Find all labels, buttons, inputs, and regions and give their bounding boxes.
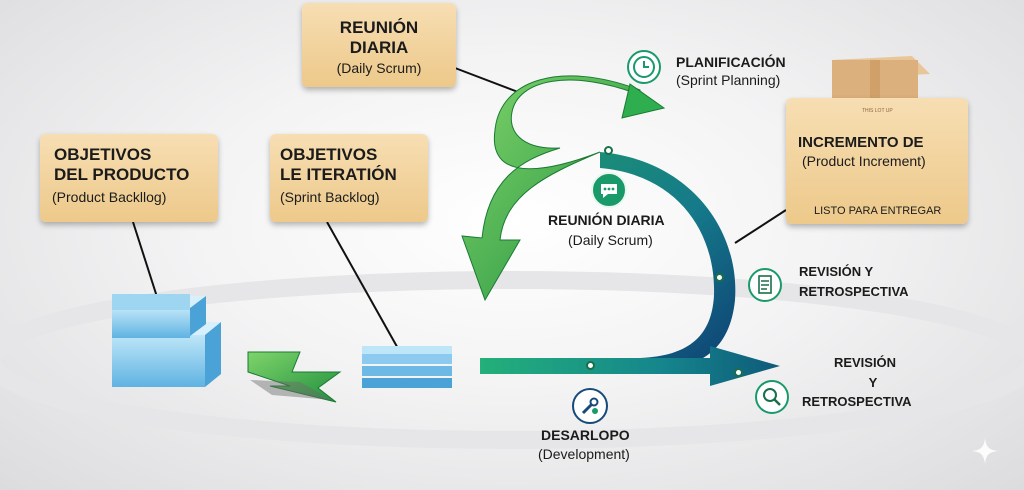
checklist-icon: [748, 268, 782, 302]
connector-product-backlog: [132, 221, 159, 301]
magnifier-icon: [755, 380, 789, 414]
product-backlog-blocks: [112, 294, 221, 387]
review-right-line2: RETROSPECTIVA: [799, 284, 909, 299]
wrench-gear-icon: [572, 388, 608, 424]
development-sub: (Development): [538, 446, 630, 462]
daily-scrum-card-title1: REUNIÓN: [339, 18, 419, 37]
timeline-dot: [586, 361, 595, 370]
sprint-backlog-sheets: [362, 346, 452, 388]
increment-footer: LISTO PARA ENTREGAR: [814, 205, 942, 217]
sprint-backlog-title1: OBJETIVOS: [280, 145, 378, 164]
product-backlog-title2: DEL PRODUCTO: [54, 165, 190, 184]
sprint-loop-arrow: [461, 75, 641, 302]
daily-scrum-card: REUNIÓN DIARIA (Daily Scrum): [302, 3, 456, 87]
development-arrow: [480, 346, 780, 386]
box-label: THIS LOT UP: [862, 108, 893, 114]
increment-title: INCREMENTO DE: [798, 134, 924, 151]
clock-icon: [627, 50, 661, 84]
increment-sub: (Product Increment): [802, 153, 926, 169]
background-ring: [0, 271, 1024, 449]
timeline-dot: [734, 368, 743, 377]
connector-increment: [734, 209, 787, 244]
sprint-loop-arrowhead-top: [621, 83, 666, 119]
increment-card: INCREMENTO DE (Product Increment) LISTO …: [786, 98, 968, 224]
product-backlog-sub: (Product Backllog): [52, 189, 167, 205]
sprint-backlog-sub: (Sprint Backlog): [280, 189, 380, 205]
review-bottom-line2: Y: [868, 375, 878, 390]
product-backlog-card: OBJETIVOS DEL PRODUCTO (Product Backllog…: [40, 134, 218, 222]
sprint-spiral: [480, 152, 736, 370]
daily-scrum-card-title2: DIARIA: [349, 38, 409, 57]
daily-scrum-center-title: REUNIÓN DIARIA: [548, 212, 665, 228]
review-right-line1: REVISIÓN Y: [799, 264, 874, 279]
sparkle-icon: [972, 438, 998, 464]
connector-sprint-backlog: [326, 221, 401, 353]
timeline-dot: [715, 273, 724, 282]
connector-daily-scrum: [454, 67, 519, 93]
transition-arrow-shadow: [250, 380, 332, 400]
transition-arrow: [247, 351, 342, 403]
timeline-dot: [604, 146, 613, 155]
planning-title: PLANIFICACIÓN: [676, 54, 786, 70]
daily-scrum-center-sub: (Daily Scrum): [568, 232, 653, 248]
chat-icon: [591, 172, 627, 208]
sprint-backlog-title2: LE ITERATIÓN: [280, 165, 397, 184]
product-backlog-title1: OBJETIVOS: [54, 145, 152, 164]
sprint-backlog-card: OBJETIVOS LE ITERATIÓN (Sprint Backlog): [270, 134, 428, 222]
planning-sub: (Sprint Planning): [676, 72, 781, 88]
development-title: DESARLOPO: [541, 427, 630, 443]
review-bottom-line3: RETROSPECTIVA: [802, 394, 912, 409]
daily-scrum-card-sub: (Daily Scrum): [336, 60, 422, 76]
review-bottom-line1: REVISIÓN: [833, 355, 897, 370]
